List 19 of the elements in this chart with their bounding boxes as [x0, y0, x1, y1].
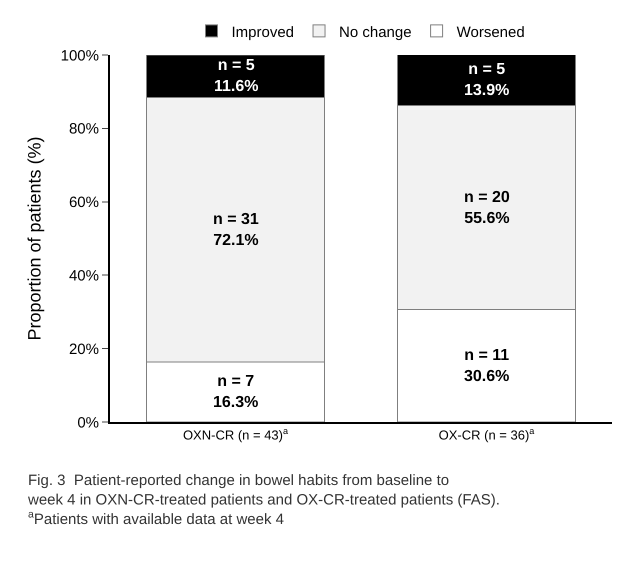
- y-tick-label: 20%: [68, 340, 99, 358]
- y-tick-label: 40%: [68, 267, 99, 284]
- data-label: n = 5 13.9%: [464, 61, 510, 99]
- legend-label: No change: [339, 24, 412, 41]
- y-tick-label: 80%: [68, 120, 99, 138]
- data-label: n = 20 55.6%: [464, 189, 510, 227]
- y-tick-label: 60%: [68, 194, 99, 212]
- legend-label: Improved: [232, 24, 294, 41]
- x-tick-label: OXN-CR (n = 43)$^{a}$: [182, 426, 289, 443]
- y-axis-title: Proportion of patients (%): [24, 136, 44, 341]
- legend-label: Worsened: [456, 24, 525, 41]
- y-tick-label: 0%: [77, 414, 99, 432]
- data-label: n = 31 72.1%: [213, 211, 259, 249]
- caption: Fig. 3 Patient-reported change in bowel habits from baseline to week 4 in OXN-CR-treated patients and OX-CR-treated patients (FAS). $^{a}$Patients with available data at week 4: [27, 472, 500, 528]
- y-tick-label: 100%: [60, 47, 99, 64]
- data-label: n = 5 11.6%: [214, 57, 258, 95]
- data-label: n = 11 30.6%: [464, 347, 510, 385]
- data-label: n = 7 16.3%: [213, 373, 258, 411]
- x-tick-label: OX-CR (n = 36)$^{a}$: [438, 426, 536, 443]
